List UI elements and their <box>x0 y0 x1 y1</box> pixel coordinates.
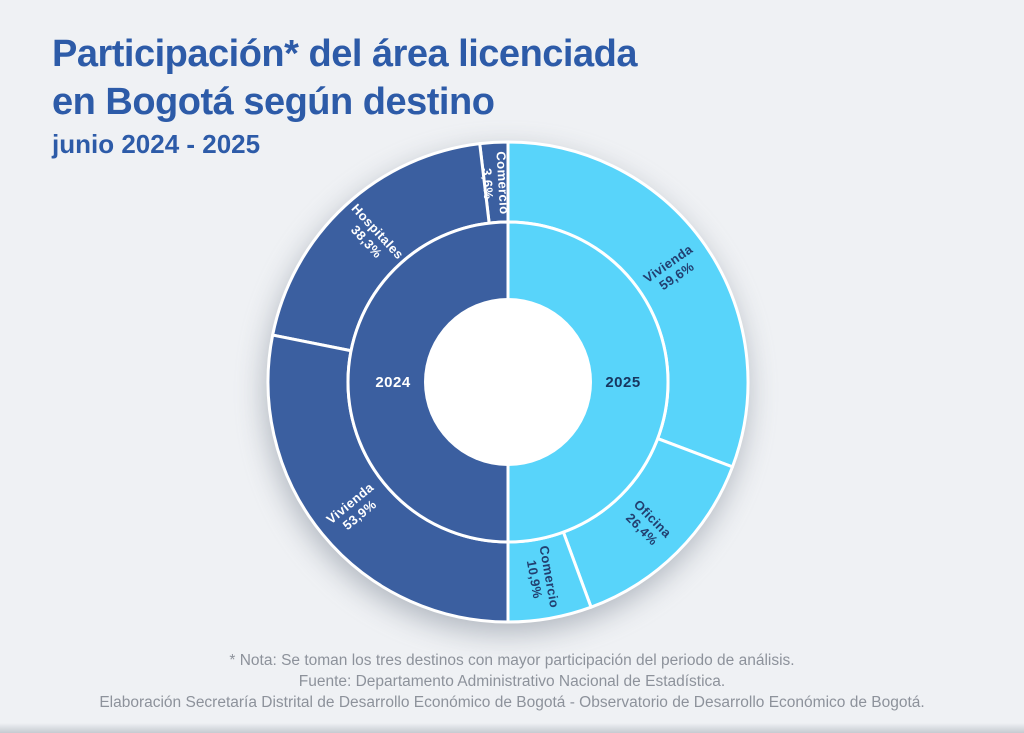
chart-subtitle: junio 2024 - 2025 <box>52 129 261 159</box>
chart-title: Participación* del área licenciada en Bo… <box>52 30 637 126</box>
donut-chart: Comercio3,6%Hospitales38,3%Vivienda53,9%… <box>266 140 750 624</box>
year-label-2024: 2024 <box>375 374 411 391</box>
chart-title-line-2: en Bogotá según destino <box>52 81 495 123</box>
elaboration-line: Elaboración Secretaría Distrital de Desa… <box>99 694 925 711</box>
chart-footer: * Nota: Se toman los tres destinos con m… <box>0 650 1024 713</box>
year-label-2025: 2025 <box>605 374 640 391</box>
chart-title-line-1: Participación* del área licenciada <box>52 33 637 75</box>
chart-header: Participación* del área licenciada en Bo… <box>52 30 637 160</box>
donut-hole <box>424 298 592 466</box>
source-line: Fuente: Departamento Administrativo Naci… <box>298 673 726 690</box>
segment-label-2024-comercio: Comercio3,6% <box>478 151 512 216</box>
donut-chart-container: Comercio3,6% Hospitales38,3% Vivienda53,9%… <box>248 122 768 642</box>
footnote: * Nota: Se toman los tres destinos con m… <box>229 652 795 669</box>
